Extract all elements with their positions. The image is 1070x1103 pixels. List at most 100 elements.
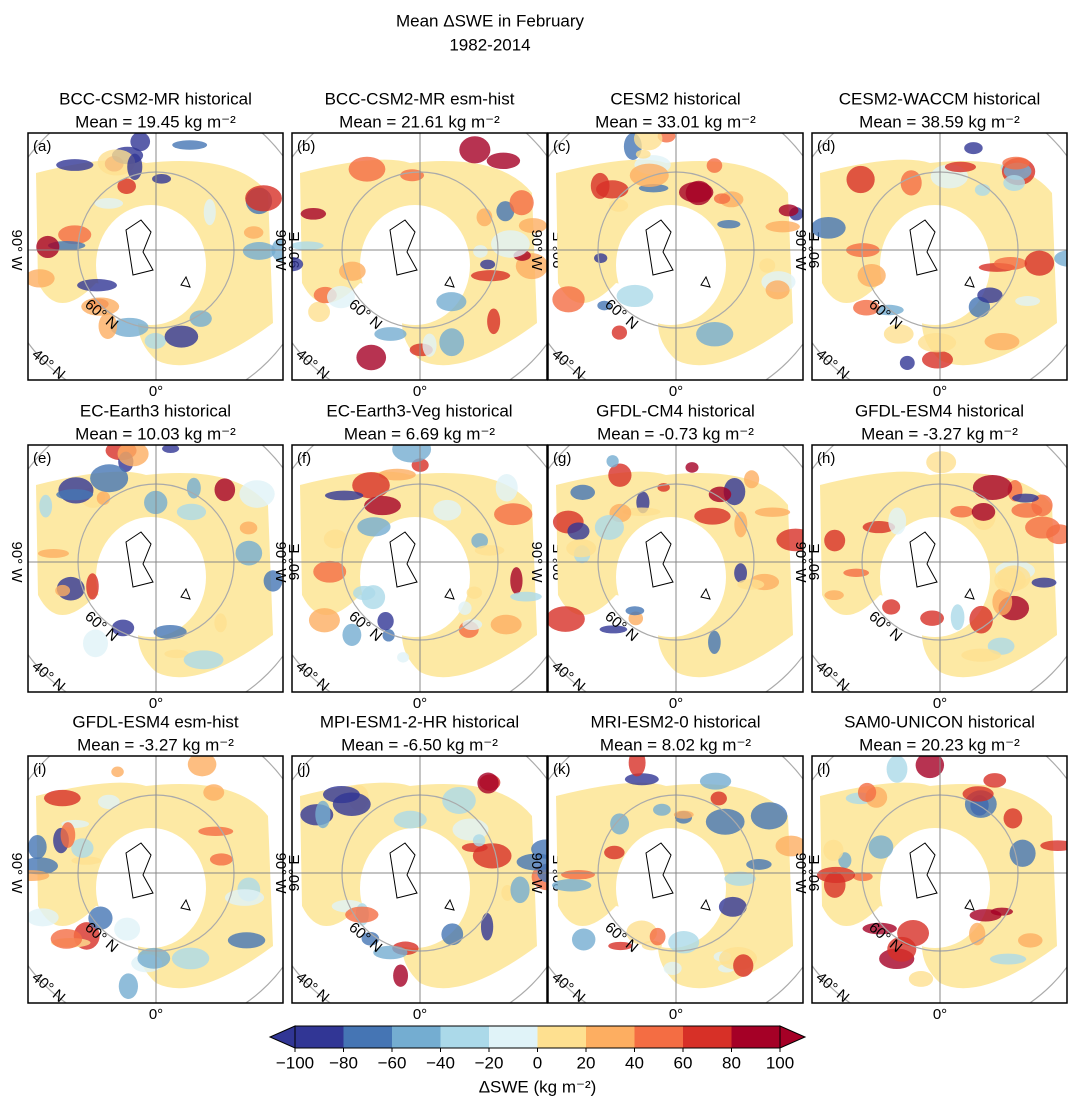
- snow-blob: [744, 470, 759, 488]
- snow-blob: [759, 258, 775, 272]
- snow-blob: [711, 791, 727, 805]
- colorbar-tick-label: −20: [475, 1053, 504, 1072]
- lon-label-south: 0°: [413, 695, 427, 712]
- figure: Mean ΔSWE in February 1982-2014 BCC-CSM2…: [0, 0, 1070, 1103]
- panel-title: GFDL-ESM4 historical: [855, 401, 1024, 420]
- snow-blob: [824, 590, 843, 600]
- snow-blob: [145, 333, 166, 349]
- snow-blob: [325, 491, 363, 501]
- snow-blob: [596, 180, 628, 198]
- snow-blob: [1012, 494, 1039, 503]
- snow-blob: [811, 217, 846, 239]
- lon-label-west: 90° W: [8, 852, 25, 894]
- panel-mean: Mean = 20.23 kg m⁻²: [859, 735, 1020, 754]
- snow-blob: [44, 790, 81, 806]
- panel-letter: (l): [817, 761, 830, 778]
- snow-blob: [674, 811, 694, 819]
- snow-blob: [494, 503, 532, 525]
- snow-blob: [86, 573, 99, 599]
- snow-blob: [28, 835, 47, 859]
- snow-blob: [561, 870, 595, 879]
- lon-label-west: 90° W: [792, 229, 809, 271]
- colorbar-segment: [295, 1026, 344, 1048]
- snow-blob: [39, 495, 52, 518]
- snow-blob: [491, 615, 522, 635]
- colorbar-tick-label: 80: [722, 1053, 741, 1072]
- lon-label-west: 90° W: [792, 852, 809, 894]
- snow-blob: [422, 333, 436, 356]
- lon-label-west: 90° W: [8, 541, 25, 583]
- snow-blob: [477, 773, 498, 794]
- colorbar-segment: [441, 1026, 490, 1048]
- snow-blob: [308, 302, 330, 322]
- snow-blob: [215, 478, 236, 501]
- panel-title: MRI-ESM2-0 historical: [590, 712, 760, 731]
- snow-blob: [152, 174, 171, 184]
- snow-blob: [203, 784, 224, 800]
- snow-blob: [90, 464, 128, 492]
- snow-blob: [204, 199, 216, 225]
- snow-blob: [487, 153, 520, 169]
- snow-blob: [1025, 251, 1055, 276]
- snow-blob: [709, 487, 731, 502]
- snow-blob: [1003, 175, 1025, 191]
- panel-letter: (i): [33, 761, 46, 778]
- arctic-ocean: [96, 517, 206, 637]
- panel-title: GFDL-CM4 historical: [596, 401, 755, 420]
- panel-title: CESM2 historical: [610, 89, 740, 108]
- lon-label-south: 0°: [933, 383, 947, 400]
- snow-blob: [964, 142, 982, 154]
- snow-blob: [755, 508, 790, 517]
- panel-letter: (j): [297, 761, 310, 778]
- lon-label-south: 0°: [669, 383, 683, 400]
- snow-blob: [459, 136, 490, 163]
- snow-blob: [177, 504, 206, 520]
- snow-blob: [458, 601, 471, 615]
- figure-subtitle: 1982-2014: [449, 35, 530, 54]
- snow-blob: [653, 804, 671, 816]
- snow-blob: [570, 485, 595, 500]
- snow-blob: [480, 260, 495, 270]
- snow-blob: [1011, 503, 1042, 518]
- snow-blob: [824, 530, 845, 552]
- snow-blob: [882, 599, 900, 614]
- snow-blob: [374, 327, 406, 341]
- panel-letter: (b): [297, 138, 315, 155]
- panel-title: CESM2-WACCM historical: [839, 89, 1041, 108]
- snow-blob: [625, 773, 659, 785]
- snow-blob: [1025, 517, 1060, 539]
- snow-blob: [61, 822, 76, 848]
- snow-blob: [823, 840, 843, 861]
- snow-blob: [717, 220, 740, 228]
- snow-blob: [945, 162, 976, 172]
- panel-mean: Mean = 19.45 kg m⁻²: [75, 112, 236, 131]
- colorbar-segment: [392, 1026, 441, 1048]
- snow-blob: [225, 889, 264, 906]
- colorbar-tick-label: 20: [577, 1053, 596, 1072]
- colorbar-segment: [344, 1026, 393, 1048]
- snow-blob: [746, 859, 771, 870]
- colorbar-label: ΔSWE (kg m⁻²): [479, 1077, 597, 1096]
- snow-blob: [909, 971, 933, 987]
- arctic-ocean: [96, 828, 206, 948]
- snow-blob: [686, 181, 712, 205]
- snow-blob: [983, 773, 1006, 788]
- snow-blob: [361, 585, 385, 609]
- panel-letter: (f): [297, 450, 311, 467]
- snow-blob: [734, 511, 747, 537]
- snow-blob: [187, 478, 201, 499]
- lon-label-west: 90° W: [272, 229, 289, 271]
- panel-letter: (g): [553, 450, 571, 467]
- snow-blob: [961, 649, 1001, 662]
- lon-label-south: 0°: [149, 383, 163, 400]
- snow-blob: [26, 908, 58, 926]
- snow-blob: [751, 802, 788, 829]
- snow-blob: [901, 170, 922, 195]
- colorbar-tick-label: 40: [625, 1053, 644, 1072]
- snow-blob: [496, 474, 518, 501]
- snow-blob: [291, 241, 324, 250]
- snow-blob: [1010, 840, 1036, 867]
- colorbar-tick-label: 0: [533, 1053, 542, 1072]
- lon-label-west: 90° W: [8, 229, 25, 271]
- snow-blob: [950, 506, 973, 518]
